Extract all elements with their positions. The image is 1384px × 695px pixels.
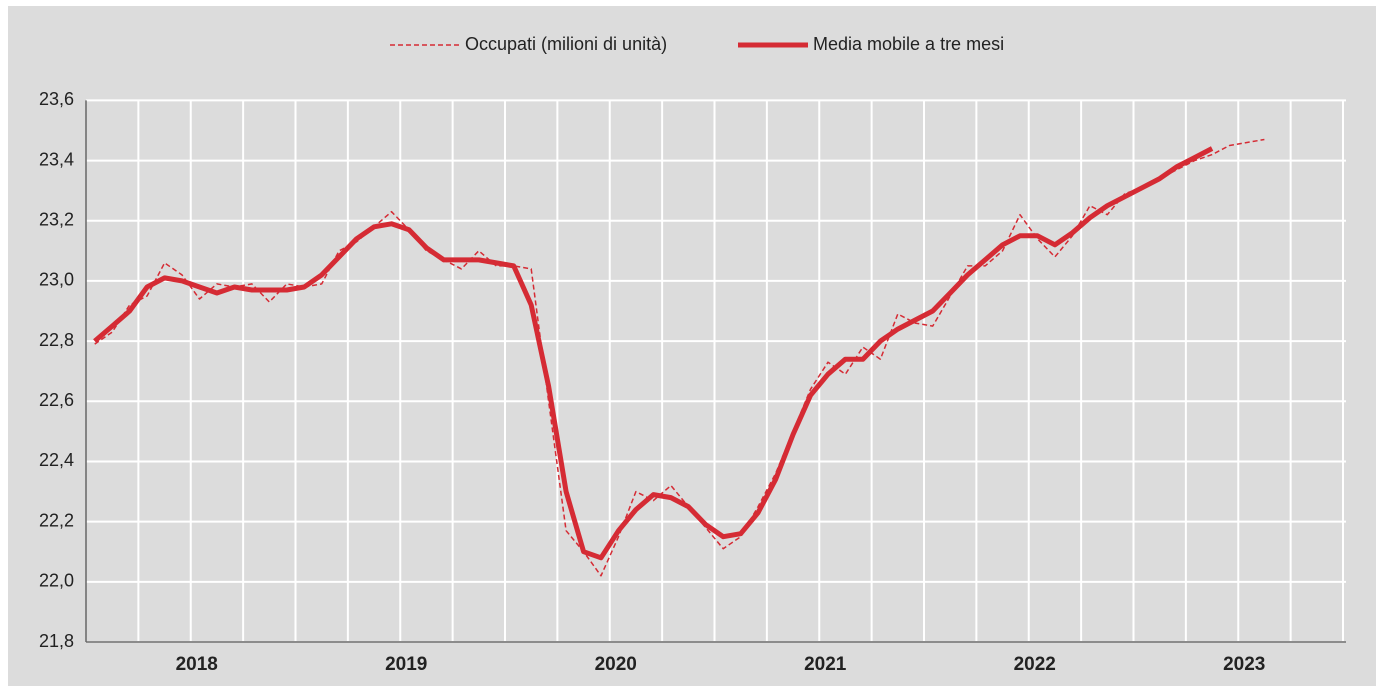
y-tick-label: 23,0	[39, 270, 74, 290]
x-tick-label: 2021	[804, 654, 847, 675]
y-tick-label: 22,8	[39, 330, 74, 350]
legend-label: Occupati (milioni di unità)	[465, 34, 667, 54]
y-tick-label: 22,6	[39, 390, 74, 410]
data-line	[94, 138, 1265, 577]
x-tick-label: 2023	[1223, 654, 1265, 675]
x-tick-label: 2022	[1014, 654, 1056, 675]
y-tick-label: 23,4	[39, 149, 74, 169]
x-tick-label: 2018	[176, 654, 218, 675]
data-line	[93, 146, 1214, 561]
x-tick-label: 2020	[595, 654, 637, 675]
y-tick-label: 22,2	[39, 510, 74, 530]
y-tick-label: 23,2	[39, 210, 74, 230]
legend-label: Media mobile a tre mesi	[813, 34, 1004, 54]
y-tick-label: 21,8	[39, 631, 74, 651]
y-tick-label: 22,4	[39, 450, 74, 470]
y-tick-label: 23,6	[39, 89, 74, 109]
chart-background	[8, 6, 1376, 686]
x-tick-label: 2019	[385, 654, 427, 675]
y-tick-label: 22,0	[39, 571, 74, 591]
